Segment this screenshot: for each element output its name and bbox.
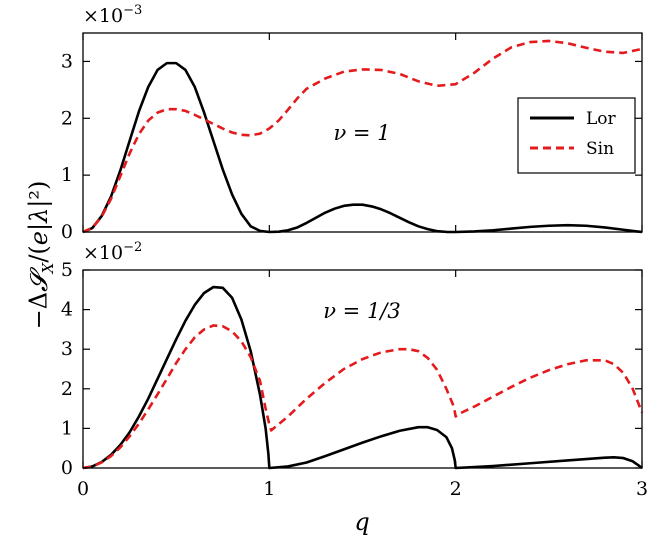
- bottom-y-tick-label: 4: [61, 299, 73, 321]
- bottom-x-ticks: 0 1 2 3: [77, 270, 648, 500]
- bottom-series-group: [82, 285, 644, 470]
- panel-bottom: 0 1 2 3 4 5 0 1 2 3 ×10−2 ν = 1/3 q: [61, 240, 648, 536]
- legend-label-lor: Lor: [586, 109, 617, 129]
- bottom-multiplier: ×10−2: [83, 240, 142, 264]
- x-axis-label: q: [354, 508, 369, 536]
- top-annotation: ν = 1: [333, 121, 390, 145]
- x-tick-label: 2: [450, 478, 462, 500]
- x-tick-label: 0: [77, 478, 89, 500]
- top-y-tick-label: 1: [61, 164, 73, 186]
- top-multiplier: ×10−3: [83, 3, 142, 27]
- bottom-series-lor-line: [82, 285, 643, 470]
- top-y-tick-label: 3: [61, 50, 73, 72]
- x-tick-label: 1: [263, 478, 275, 500]
- bottom-y-ticks: 0 1 2 3 4 5: [61, 259, 642, 479]
- panel-top: 0 1 2 3 ×10−3 ν = 1 Lor Sin: [61, 3, 643, 243]
- svg-text:−Δ𝓢X/(e|λ|²): −Δ𝓢X/(e|λ|²): [25, 181, 58, 330]
- y-axis-label: −Δ𝓢X/(e|λ|²): [25, 181, 58, 330]
- bottom-series-sin-line: [82, 324, 644, 470]
- bottom-annotation: ν = 1/3: [323, 299, 401, 323]
- bottom-y-tick-label: 1: [61, 417, 73, 439]
- top-axes-frame: [82, 32, 643, 233]
- legend-label-sin: Sin: [586, 139, 614, 159]
- top-y-tick-label: 2: [61, 107, 73, 129]
- bottom-axes-frame: [82, 269, 643, 469]
- top-series-group: [82, 39, 643, 234]
- bottom-y-tick-label: 2: [61, 378, 73, 400]
- top-series-lor-line: [82, 61, 643, 234]
- legend: Lor Sin: [517, 97, 636, 174]
- bottom-y-tick-label: 3: [61, 338, 73, 360]
- bottom-y-tick-label: 0: [61, 457, 73, 479]
- top-y-tick-label: 0: [61, 221, 73, 243]
- top-series-sin-line: [82, 39, 643, 234]
- bottom-y-tick-label: 5: [61, 259, 73, 281]
- x-tick-label: 3: [636, 478, 648, 500]
- legend-frame: [517, 97, 636, 174]
